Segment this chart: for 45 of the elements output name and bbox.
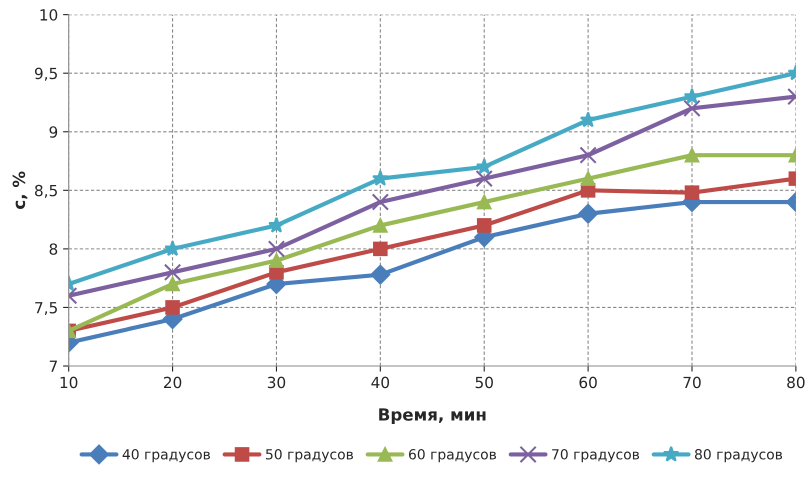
legend-label: 70 градусов xyxy=(552,449,640,462)
point xyxy=(165,276,180,292)
point xyxy=(476,218,492,233)
point xyxy=(684,185,700,200)
point xyxy=(370,264,390,285)
x-axis-title: Время, мин xyxy=(379,408,486,424)
x-tick-label: 20 xyxy=(164,376,182,388)
point xyxy=(476,158,493,174)
legend-label: 60 градусов xyxy=(408,449,496,462)
point xyxy=(476,194,492,210)
x-tick-label: 30 xyxy=(268,376,286,388)
point xyxy=(165,300,180,315)
point xyxy=(578,204,598,224)
x-tick-label: 70 xyxy=(684,376,701,388)
legend-label: 50 градусов xyxy=(266,449,353,462)
point xyxy=(373,218,388,233)
point xyxy=(580,111,596,128)
point xyxy=(164,264,182,281)
point xyxy=(580,171,596,186)
y-tick-label: 7,5 xyxy=(35,302,57,316)
point xyxy=(268,216,285,233)
x-tick-label: 10 xyxy=(60,376,78,388)
point xyxy=(269,253,284,268)
y-tick-label: 9,5 xyxy=(34,68,57,81)
point xyxy=(683,100,701,118)
x-tick-label: 50 xyxy=(476,376,493,388)
y-tick-label: 7 xyxy=(50,360,57,372)
point xyxy=(373,242,388,256)
point xyxy=(372,193,390,211)
point xyxy=(268,240,286,258)
y-tick-label: 10 xyxy=(40,9,58,21)
legend-label: 40 градусов xyxy=(122,449,210,462)
point xyxy=(476,170,493,188)
x-tick-label: 80 xyxy=(787,376,805,388)
y-axis-title: c, % xyxy=(12,171,28,209)
x-tick-label: 40 xyxy=(371,376,390,388)
legend-label: 80 градусов xyxy=(694,449,782,462)
point xyxy=(579,146,597,164)
point xyxy=(372,170,389,186)
x-tick-label: 60 xyxy=(579,376,597,388)
point xyxy=(684,88,700,104)
y-tick-label: 8,5 xyxy=(35,184,57,198)
y-tick-label: 9 xyxy=(50,126,58,138)
y-tick-label: 8 xyxy=(50,243,58,255)
point xyxy=(684,148,700,162)
